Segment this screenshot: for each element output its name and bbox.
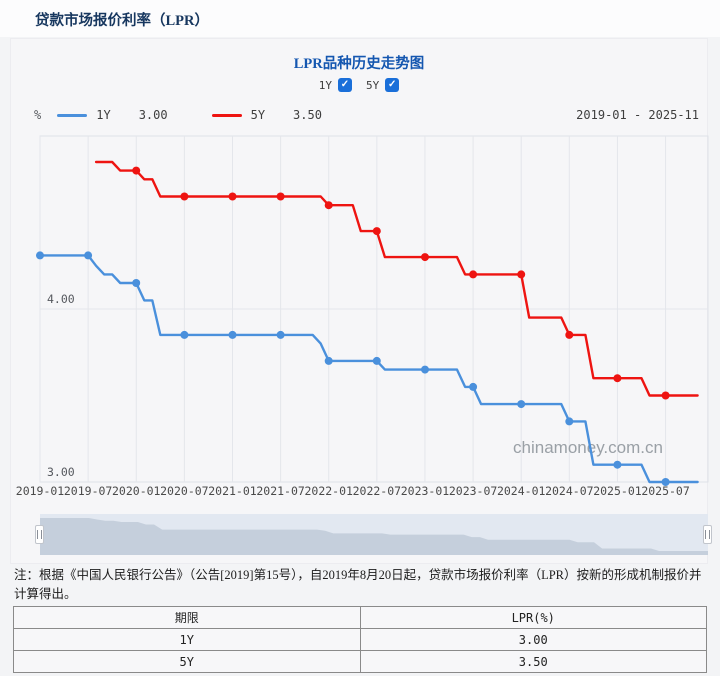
legend-label-5y: 5Y xyxy=(250,108,266,122)
checkbox-5y[interactable]: ✓ xyxy=(385,78,400,92)
svg-text:2022-01: 2022-01 xyxy=(304,484,353,498)
navigator-left-handle[interactable] xyxy=(35,525,44,544)
toggle-1y[interactable]: 1Y ✓ xyxy=(319,78,352,92)
chart-navigator[interactable] xyxy=(11,509,709,561)
chart-title: LPR品种历史走势图 xyxy=(293,56,425,72)
svg-text:4.00: 4.00 xyxy=(47,292,75,306)
grip-icon xyxy=(705,530,710,539)
legend-value-1y: 3.00 xyxy=(138,108,168,122)
toggle-5y[interactable]: 5Y ✓ xyxy=(366,78,400,92)
table-row: 1Y 3.00 xyxy=(13,628,707,651)
svg-text:2022-07: 2022-07 xyxy=(353,484,402,498)
legend-label-1y: 1Y xyxy=(96,108,111,122)
term-cell-5y: 5Y xyxy=(13,650,361,673)
svg-text:2024-07: 2024-07 xyxy=(545,484,594,498)
svg-text:2020-07: 2020-07 xyxy=(160,484,209,498)
checkbox-1y[interactable]: ✓ xyxy=(338,78,352,92)
svg-text:2025-07: 2025-07 xyxy=(641,484,690,498)
navigator-right-handle[interactable] xyxy=(703,525,712,544)
check-icon: ✓ xyxy=(340,79,350,90)
series-toggles: 1Y ✓ 5Y ✓ xyxy=(11,76,707,94)
page-header: 贷款市场报价利率（LPR） xyxy=(0,0,720,37)
footnote: 注：根据《中国人民银行公告》（公告[2019]第15号），自2019年8月20日… xyxy=(14,568,702,601)
table-header-row: 期限 LPR(%) xyxy=(13,606,707,629)
svg-text:2019-01: 2019-01 xyxy=(16,484,65,498)
legend-value-5y: 3.50 xyxy=(293,108,322,122)
toggle-5y-label: 5Y xyxy=(366,78,380,92)
legend-item-5y: 5Y 3.50 xyxy=(211,108,322,122)
svg-text:2021-01: 2021-01 xyxy=(208,484,257,498)
lpr-table: 期限 LPR(%) 1Y 3.00 5Y 3.50 xyxy=(13,606,707,673)
grip-icon xyxy=(37,530,42,539)
date-range: 2019-01 - 2025-11 xyxy=(576,108,699,122)
lpr-cell-1y: 3.00 xyxy=(359,628,707,651)
svg-text:2021-07: 2021-07 xyxy=(256,484,305,498)
svg-text:2019-07: 2019-07 xyxy=(64,484,113,498)
chart-panel: LPR品种历史走势图 1Y ✓ 5Y ✓ % 1Y 3.00 5Y 3.50 2… xyxy=(10,38,712,564)
svg-text:3.00: 3.00 xyxy=(47,465,75,479)
y-axis-unit: % xyxy=(34,108,42,122)
check-icon: ✓ xyxy=(388,79,397,90)
page-title: 贷款市场报价利率（LPR） xyxy=(35,13,209,29)
table-header-lpr: LPR(%) xyxy=(359,606,707,629)
svg-text:2024-01: 2024-01 xyxy=(497,484,546,498)
table-row: 5Y 3.50 xyxy=(13,650,707,673)
legend-item-1y: 1Y 3.00 xyxy=(57,108,168,122)
line-swatch-5y xyxy=(211,113,242,117)
table-header-term: 期限 xyxy=(13,606,361,629)
legend: % 1Y 3.00 5Y 3.50 2019-01 - 2025-11 xyxy=(11,105,707,125)
toggle-1y-label: 1Y xyxy=(318,78,332,92)
svg-text:2025-01: 2025-01 xyxy=(593,484,642,498)
svg-text:2020-01: 2020-01 xyxy=(112,484,161,498)
svg-text:2023-07: 2023-07 xyxy=(449,484,498,498)
svg-text:chinamoney.com.cn: chinamoney.com.cn xyxy=(513,438,663,457)
svg-text:2023-01: 2023-01 xyxy=(401,484,450,498)
lpr-cell-5y: 3.50 xyxy=(359,650,707,673)
line-swatch-1y xyxy=(57,113,88,117)
lpr-history-chart[interactable]: 2019-01 2019-07 2020-01 2020-07 2021-01 2021-… xyxy=(11,131,709,509)
term-cell-1y: 1Y xyxy=(13,628,361,651)
